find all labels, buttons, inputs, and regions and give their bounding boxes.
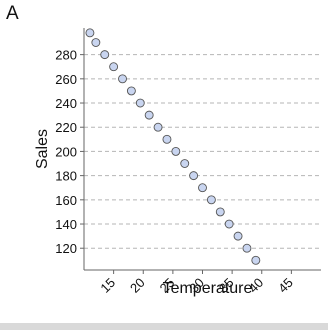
data-point <box>91 38 101 47</box>
data-point <box>171 146 181 156</box>
data-point <box>144 110 154 120</box>
x-tick-label: 15 <box>97 275 118 296</box>
y-tick-label: 240 <box>55 96 77 111</box>
data-point <box>126 86 136 96</box>
data-point <box>198 183 207 193</box>
y-axis-title: Sales <box>34 129 51 169</box>
y-tick-label: 140 <box>55 217 77 232</box>
data-point <box>206 195 216 205</box>
data-point <box>118 74 127 84</box>
x-tick-label: 20 <box>127 275 148 296</box>
y-tick-label: 160 <box>55 193 77 208</box>
y-tick-label: 260 <box>55 72 77 87</box>
data-point <box>224 219 234 229</box>
y-tick-label: 220 <box>55 120 77 135</box>
data-point <box>153 122 163 132</box>
data-point <box>135 98 145 108</box>
data-point <box>242 243 252 253</box>
y-tick-label: 200 <box>55 144 77 159</box>
data-point <box>109 62 119 72</box>
data-point <box>162 134 172 144</box>
y-tick-label: 120 <box>55 241 77 256</box>
y-tick-label: 280 <box>55 48 77 63</box>
data-point <box>251 255 261 265</box>
y-tick-label: 180 <box>55 169 77 184</box>
bottom-scroll-bar <box>0 323 328 330</box>
x-axis-title: Temperature <box>163 280 253 297</box>
data-point <box>215 207 225 217</box>
data-point <box>189 171 199 181</box>
data-point <box>100 50 110 60</box>
panel-label: A <box>6 3 19 24</box>
data-point <box>180 159 190 168</box>
data-point <box>85 28 95 38</box>
x-tick-label: 45 <box>275 275 296 296</box>
data-point <box>233 231 243 241</box>
